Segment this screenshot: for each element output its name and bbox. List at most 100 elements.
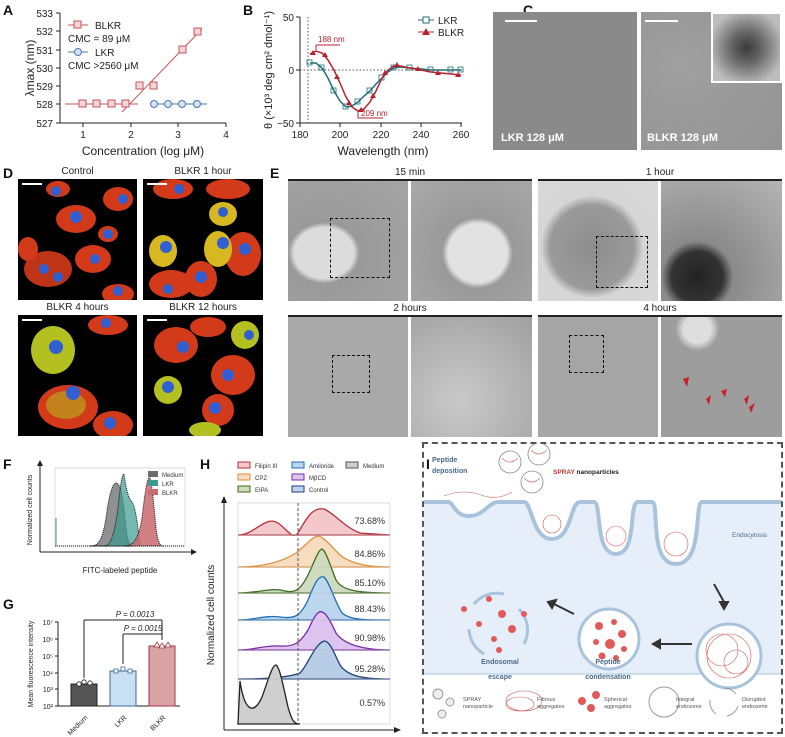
svg-text:532: 532: [36, 27, 53, 38]
panel-label-h: H: [200, 456, 211, 472]
schematic-frame: [422, 442, 783, 734]
svg-text:1: 1: [80, 130, 86, 141]
tem-4h-overview: [538, 317, 658, 437]
tem-15min-overview: [288, 181, 408, 301]
panel-label-f: F: [3, 456, 12, 472]
cmc-blkr: CMC = 89 μM: [68, 34, 130, 45]
svg-text:MβCD: MβCD: [309, 476, 327, 482]
panel-label-i: I: [426, 456, 430, 472]
svg-text:0.57%: 0.57%: [359, 698, 385, 708]
confocal-image-control: [18, 179, 137, 300]
tem-image-lkr: LKR 128 μM: [493, 12, 637, 150]
legend-disrupted-endosome: Disrupted endosome: [742, 697, 768, 710]
svg-text:LKR: LKR: [162, 482, 174, 488]
legend-spray-nanoparticle: SPRAY nanoparticle: [463, 697, 493, 710]
svg-text:−50: −50: [277, 119, 294, 130]
svg-text:Amiloride: Amiloride: [309, 464, 335, 470]
tem-2h-zoom: [411, 317, 532, 437]
panel-label-a: A: [3, 2, 14, 18]
svg-text:10³: 10³: [43, 687, 54, 694]
svg-text:220: 220: [373, 130, 390, 141]
legend-fibrous-aggregates: Fibrous aggregates: [537, 697, 565, 710]
label-endocytosis: Endocytosis: [732, 532, 768, 539]
panel-label-b: B: [243, 2, 254, 18]
svg-text:209 nm: 209 nm: [361, 109, 388, 118]
svg-text:90.98%: 90.98%: [354, 633, 385, 643]
svg-text:LKR: LKR: [438, 16, 457, 27]
tem-15min-zoom: [411, 181, 532, 301]
label-peptide-deposition: Peptide deposition: [432, 457, 468, 475]
scale-bar: [22, 183, 42, 185]
legend-lkr: LKR: [95, 48, 114, 59]
svg-text:Normalized cell counts: Normalized cell counts: [27, 474, 34, 545]
tem-title-4h: 4 hours: [643, 303, 677, 314]
divider: [288, 315, 532, 317]
svg-text:530: 530: [36, 64, 53, 75]
zoom-box: [596, 236, 648, 288]
svg-text:Concentration (log μM): Concentration (log μM): [82, 144, 204, 158]
svg-text:240: 240: [413, 130, 430, 141]
chart-a-cmc: 533 532 531 530 529 528 527 1 2 3 4 Conc…: [23, 9, 229, 158]
svg-text:λmax (nm): λmax (nm): [23, 40, 37, 97]
svg-text:FITC-labeled peptide: FITC-labeled peptide: [83, 566, 158, 575]
tem-inset-zoom: [711, 12, 782, 83]
svg-text:Filipin III: Filipin III: [255, 464, 278, 470]
legend-integral-endosome: Integral endosome: [676, 697, 702, 710]
svg-text:533: 533: [36, 9, 53, 20]
legend-spherical-aggregates: Spherical aggregates: [604, 697, 632, 710]
confocal-title-12h: BLKR 12 hours: [169, 302, 237, 313]
svg-text:200: 200: [332, 130, 349, 141]
chart-h-inhibitor-histograms: Filipin III CPZ EIPA Amiloride MβCD Cont…: [206, 461, 401, 733]
svg-text:73.68%: 73.68%: [354, 516, 385, 526]
chart-g-mfi-bars: 10⁷ 10⁶ 10⁵ 10⁴ 10³ 10² P = 0.0013 P = 0…: [28, 610, 180, 737]
legend-blkr: BLKR: [95, 21, 121, 32]
svg-text:10⁶: 10⁶: [42, 637, 53, 644]
panel-label-c: C: [523, 2, 534, 18]
svg-text:88.43%: 88.43%: [354, 604, 385, 614]
tem-title-1h: 1 hour: [645, 167, 675, 178]
panel-label-g: G: [3, 596, 14, 612]
svg-text:10²: 10²: [43, 704, 54, 711]
svg-text:84.86%: 84.86%: [354, 549, 385, 559]
svg-text:θ (×10³ deg cm² dmol⁻¹): θ (×10³ deg cm² dmol⁻¹): [263, 11, 275, 129]
label-peptide-condensation: Peptide condensation: [585, 659, 631, 681]
chart-b-cd-spectra: 50 0 −50 180 200 220 240 260 Wavelength …: [263, 11, 470, 158]
confocal-image-1h: [143, 179, 263, 300]
svg-text:Control: Control: [309, 488, 328, 494]
svg-text:85.10%: 85.10%: [354, 578, 385, 588]
svg-text:10⁴: 10⁴: [42, 671, 53, 678]
divider: [538, 179, 782, 181]
svg-text:188 nm: 188 nm: [318, 35, 345, 44]
svg-text:CPZ: CPZ: [255, 476, 267, 482]
tem-title-2h: 2 hours: [393, 303, 427, 314]
svg-text:260: 260: [453, 130, 470, 141]
scale-bar: [22, 319, 42, 321]
svg-text:180: 180: [292, 130, 309, 141]
svg-text:10⁵: 10⁵: [42, 654, 53, 661]
tem-title-15min: 15 min: [394, 167, 425, 178]
svg-text:95.28%: 95.28%: [354, 664, 385, 674]
zoom-box: [330, 218, 390, 278]
tem-4h-zoom: [661, 317, 782, 437]
confocal-title-control: Control: [61, 166, 94, 177]
scale-bar: [645, 20, 678, 22]
svg-text:EIPA: EIPA: [255, 488, 268, 494]
scale-bar: [505, 20, 537, 22]
svg-text:50: 50: [283, 13, 295, 24]
scale-bar: [147, 319, 167, 321]
svg-text:BLKR: BLKR: [150, 714, 168, 732]
svg-text:Medium: Medium: [363, 464, 384, 470]
tem-2h-overview: [288, 317, 408, 437]
divider: [288, 179, 532, 181]
svg-text:531: 531: [36, 46, 53, 57]
cmc-lkr: CMC >2560 μM: [68, 61, 139, 72]
tem-label-lkr: LKR 128 μM: [501, 132, 564, 144]
svg-text:BLKR: BLKR: [162, 491, 178, 497]
svg-text:Normalized cell counts: Normalized cell counts: [206, 565, 217, 666]
svg-text:Mean fluorescence intensity: Mean fluorescence intensity: [28, 620, 35, 707]
svg-text:BLKR: BLKR: [438, 28, 464, 39]
label-endosomal-escape: Endosomal escape: [481, 659, 519, 681]
svg-text:528: 528: [36, 100, 53, 111]
tem-1h-zoom: [661, 181, 782, 301]
svg-text:P = 0.0015: P = 0.0015: [124, 624, 163, 633]
